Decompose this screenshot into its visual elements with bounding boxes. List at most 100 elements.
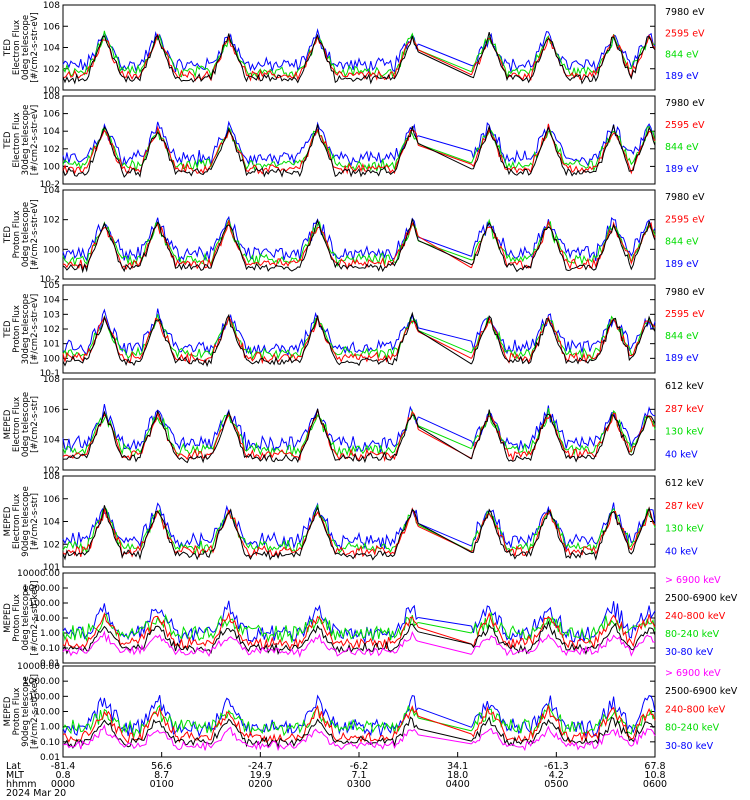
ylabel-line: TED	[3, 320, 13, 339]
legend-entry: 240-800 keV	[665, 704, 726, 715]
legend-entry: 2500-6900 keV	[665, 593, 738, 604]
ylabel-line: Electron Flux	[12, 494, 22, 549]
series-trace	[62, 215, 419, 263]
xtick-label: -24.7	[248, 761, 273, 772]
legend-entry: 844 eV	[665, 142, 699, 153]
legend-entry: 80-240 keV	[665, 629, 720, 640]
panel-8: 0.01 0.10 1.00 10.00 100.00 1000.00 10000.00 ME…	[3, 662, 738, 763]
series-trace	[62, 502, 419, 551]
ylabel-line: Electron Flux	[12, 20, 22, 75]
series-trace	[471, 121, 656, 167]
series-trace	[62, 611, 419, 650]
ytick-label: 106	[43, 495, 60, 505]
ytick-label: 100	[43, 354, 60, 364]
ylabel-line: [#/cm2-s-str-keV]	[30, 581, 40, 656]
ytick-label: 102	[43, 65, 60, 75]
series-trace	[471, 31, 656, 85]
gap-bridge-line	[418, 640, 472, 655]
ytick-label: 102	[43, 466, 60, 476]
ytick-label: 1000.00	[23, 584, 60, 594]
panel-frame	[62, 4, 656, 91]
ylabel-line: Proton Flux	[12, 305, 22, 353]
series-trace	[471, 705, 656, 744]
series-trace	[62, 30, 419, 79]
legend-entry: 287 keV	[665, 501, 704, 512]
xtick-label: 0000	[51, 779, 75, 790]
legend-entry: 130 keV	[665, 524, 704, 535]
ylabel-line: [#/cm2-s-str]	[30, 396, 40, 453]
ylabel-line: 30deg telescope	[21, 294, 31, 365]
series-trace	[62, 716, 419, 749]
ytick-label: 100.00	[29, 599, 61, 609]
row-label-mlt: MLT	[6, 770, 24, 781]
legend-entry: 844 eV	[665, 237, 699, 248]
panel-6: 101 102 104 106 108 MEPED Electron Flux 90deg t…	[3, 472, 704, 573]
series-trace	[471, 506, 656, 561]
gap-bridge-line	[418, 522, 472, 547]
panel-1: 100 102 104 106 108 TED Electron Flux 0deg tele…	[3, 1, 705, 96]
gap-bridge-line	[418, 43, 472, 66]
ytick-label: 104	[43, 127, 60, 137]
xtick-label: 4.2	[549, 770, 564, 781]
ylabel-line: [#/cm2-s-str-eV]	[30, 199, 40, 269]
legend-entry: 189 eV	[665, 164, 699, 175]
legend-entry: 7980 eV	[665, 287, 705, 298]
ylabel-line: MEPED	[3, 603, 13, 633]
legend-entry: 189 eV	[665, 71, 699, 82]
ytick-label: 10-2	[40, 180, 60, 190]
gap-bridge-line	[418, 327, 472, 342]
xtick-label: 10.8	[644, 770, 665, 781]
legend-entry: 80-240 keV	[665, 723, 720, 734]
gap-bridge-line	[418, 715, 472, 735]
gap-bridge-line	[418, 707, 472, 728]
legend-entry: 2595 eV	[665, 309, 705, 320]
ytick-label: 104	[43, 518, 60, 528]
series-trace	[471, 125, 656, 172]
ylabel-line: [#/cm2-s-str-eV]	[30, 294, 40, 364]
legend-entry: 240-800 keV	[665, 611, 726, 622]
ytick-label: 106	[43, 405, 60, 415]
legend-entry: 2595 eV	[665, 120, 705, 131]
date-label: 2024 Mar 20	[6, 788, 66, 799]
legend-entry: 2595 eV	[665, 214, 705, 225]
ytick-label: 10-2	[40, 275, 60, 285]
xtick-label: 56.6	[151, 761, 172, 772]
xtick-label: 0.8	[55, 770, 70, 781]
series-trace	[62, 124, 419, 178]
ylabel-line: 0deg telescope	[21, 392, 31, 457]
gap-bridge-line	[417, 426, 472, 460]
gap-bridge-line	[417, 416, 472, 442]
xtick-label: 7.1	[351, 770, 366, 781]
gap-bridge-line	[418, 135, 472, 152]
ytick-label: 106	[43, 22, 60, 32]
ytick-label: 1.00	[40, 723, 60, 733]
ylabel-line: MEPED	[3, 696, 13, 726]
series-trace	[62, 694, 419, 738]
gap-bridge-line	[418, 144, 472, 165]
ytick-label: 100.00	[29, 692, 61, 702]
ytick-label: 10.00	[34, 708, 60, 718]
ylabel-line: MEPED	[3, 409, 13, 439]
ytick-label: 0.10	[40, 644, 60, 654]
series-trace	[62, 126, 419, 172]
row-label-hhmm: hhmm	[6, 779, 37, 790]
ylabel-line: 30deg telescope	[21, 105, 31, 176]
series-trace	[471, 123, 656, 175]
ytick-label: 100	[43, 162, 60, 172]
gap-bridge-line	[418, 631, 472, 645]
series-trace	[62, 218, 419, 274]
xtick-label: 0600	[643, 779, 667, 790]
row-label-lat: Lat	[6, 761, 21, 772]
series-trace	[471, 216, 656, 262]
series-trace	[62, 28, 419, 74]
ylabel-line: 0deg telescope	[21, 15, 31, 80]
xtick-label: 0100	[150, 779, 174, 790]
series-trace	[62, 308, 419, 357]
ytick-label: 103	[43, 310, 60, 320]
legend-entry: 844 eV	[665, 331, 699, 342]
xtick-label: 0200	[248, 779, 272, 790]
ytick-label: 105	[43, 281, 60, 291]
legend-entry: 7980 eV	[665, 98, 705, 109]
xtick-label: 67.8	[644, 761, 665, 772]
